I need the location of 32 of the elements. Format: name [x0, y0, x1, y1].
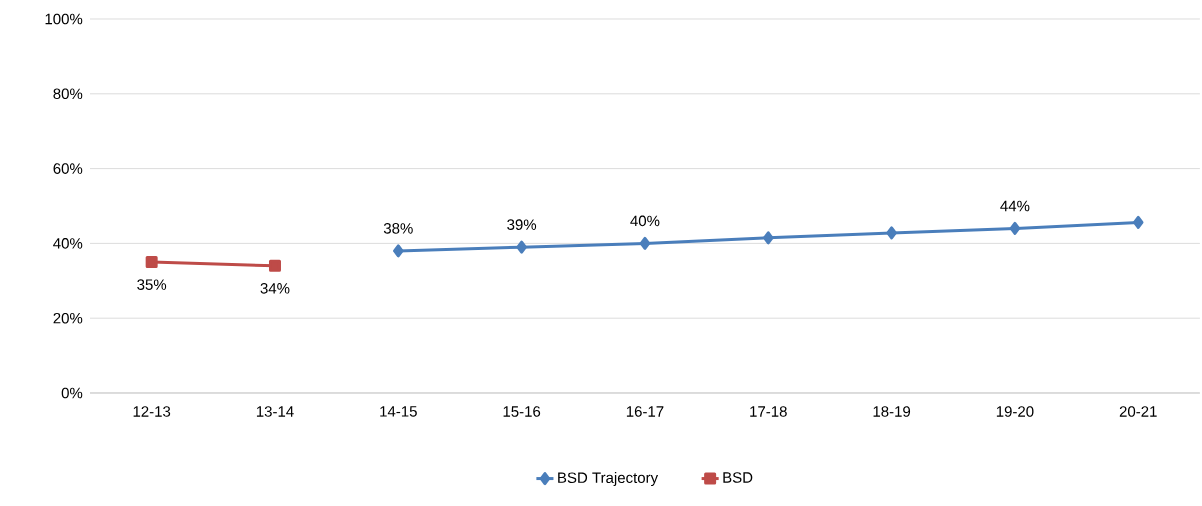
data-label: 38%	[383, 223, 413, 234]
data-label: 40%	[630, 215, 660, 227]
data-label: 35%	[137, 279, 167, 290]
x-tick-label: 17-18	[750, 406, 787, 417]
x-tick-label: 12-13	[133, 406, 171, 417]
x-tick-label: 18-19	[873, 406, 911, 417]
y-tick-label: 0%	[61, 387, 83, 399]
legend-label: BSD	[723, 472, 753, 483]
x-tick-label: 15-16	[503, 406, 541, 417]
point	[763, 231, 774, 245]
point	[145, 256, 158, 269]
point	[639, 236, 651, 250]
y-tick-label: 100%	[45, 13, 83, 25]
data-label: 44%	[1000, 200, 1030, 212]
x-tick-label: 14-15	[380, 406, 417, 417]
point	[393, 244, 404, 258]
x-tick-label: 19-20	[996, 406, 1034, 417]
point	[1009, 221, 1021, 235]
x-tick-label: 20-21	[1119, 406, 1157, 417]
x-tick-label: 13-14	[256, 406, 294, 417]
data-label: 34%	[260, 283, 290, 294]
point	[1133, 215, 1144, 229]
x-tick-label: 16-17	[626, 406, 664, 417]
data-label: 39%	[507, 219, 537, 230]
y-tick-label: 40%	[53, 238, 83, 249]
legend-label: BSD Trajectory	[558, 472, 659, 486]
point	[268, 259, 281, 272]
y-tick-label: 60%	[53, 163, 83, 174]
point	[516, 240, 527, 254]
point	[886, 226, 897, 240]
y-tick-label: 80%	[53, 88, 83, 100]
y-tick-label: 20%	[53, 312, 83, 324]
